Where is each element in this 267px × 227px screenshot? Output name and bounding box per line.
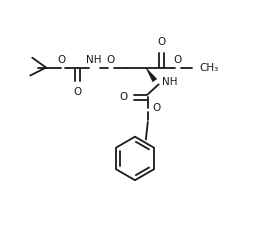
Text: O: O xyxy=(173,55,182,65)
Text: O: O xyxy=(120,92,128,102)
Text: O: O xyxy=(58,55,66,65)
Text: NH: NH xyxy=(162,77,177,87)
Text: O: O xyxy=(158,37,166,47)
Text: CH₃: CH₃ xyxy=(199,63,218,73)
Text: O: O xyxy=(74,87,82,97)
Text: O: O xyxy=(153,103,161,113)
Polygon shape xyxy=(146,68,157,82)
Text: O: O xyxy=(106,55,115,65)
Text: NH: NH xyxy=(86,55,101,65)
